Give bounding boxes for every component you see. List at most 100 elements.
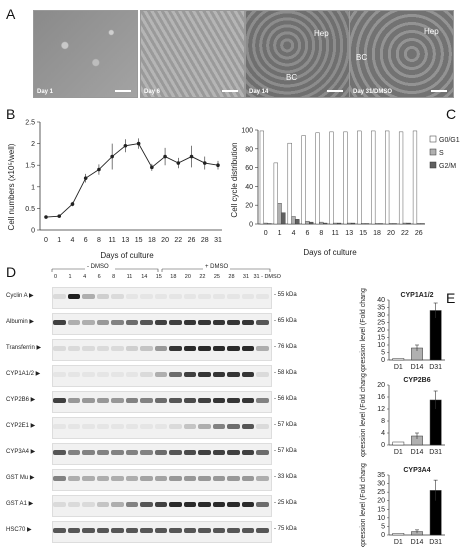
blot-band (212, 424, 226, 429)
b-data-point (83, 176, 88, 180)
blot-band (227, 398, 240, 403)
e-y-tick-label: 35 (377, 472, 385, 479)
blot-band (140, 294, 153, 299)
c-legend-label: G2/M (439, 163, 456, 170)
blot-band (183, 294, 197, 299)
blot-band (140, 502, 153, 507)
blot-band (241, 424, 255, 429)
c-bar (295, 219, 300, 225)
blot-band (256, 528, 269, 533)
blot-band (53, 398, 66, 403)
blot-row-label: Albumin ▶ (6, 319, 34, 325)
lane-label: 22 (199, 274, 206, 280)
b-y-tick-label: 1 (31, 184, 35, 191)
c-bar (329, 131, 334, 225)
c-bar (385, 130, 390, 225)
blot-band (67, 320, 81, 325)
b-x-tick-label: 13 (121, 237, 129, 244)
e-bar (392, 533, 405, 536)
blot-row-kda: - 57 kDa (274, 422, 297, 428)
blot-band (212, 346, 226, 351)
e-y-tick-label: 10 (377, 342, 385, 349)
b-x-tick-label: 28 (201, 237, 209, 244)
blot-band (183, 476, 197, 481)
cyp2b6-expression-chart: CYP2B6 Expression level (Fold change) 0 4 8 1… (360, 373, 445, 457)
blot-band (82, 528, 95, 533)
c-x-tick-label: 15 (359, 230, 367, 237)
b-y-tick-label: 2.5 (25, 120, 35, 127)
e-x-tick-label: D14 (411, 364, 424, 371)
c-legend-swatch (429, 161, 437, 169)
e-bar (392, 358, 405, 361)
c-x-tick-label: 13 (345, 230, 353, 237)
blot-band (125, 398, 139, 403)
scale-bar (222, 90, 238, 92)
blot-band (198, 346, 211, 351)
blot-band (198, 476, 211, 481)
b-data-point (176, 161, 181, 165)
blot-band (82, 320, 95, 325)
lane-label: 25 (213, 274, 220, 280)
blot-band (140, 398, 153, 403)
blot-band (96, 372, 110, 377)
blot-band (96, 424, 110, 429)
c-bar (305, 220, 310, 225)
blot-band (241, 294, 255, 299)
blot-row-label: CYP2E1 ▶ (6, 423, 36, 429)
blot-band (67, 476, 81, 481)
blot-band (111, 372, 124, 377)
blot-band (183, 502, 197, 507)
c-x-tick-label: 20 (387, 230, 395, 237)
blot-band (96, 320, 110, 325)
b-data-point (110, 154, 114, 159)
c-bar (402, 222, 407, 225)
blot-band (111, 528, 124, 533)
blot-row-kda: - 56 kDa (274, 396, 297, 402)
scale-bar (431, 90, 447, 92)
blot-band (169, 294, 182, 299)
e-y-axis-label: Expression level (Fold change) (360, 373, 367, 457)
blot-band (67, 424, 81, 429)
blot-band (125, 424, 139, 429)
blot-band (82, 476, 95, 481)
lane-label: 28 (228, 274, 235, 280)
scale-bar (327, 90, 343, 92)
blot-rows: Cyclin A ▶ - 55 kDa Albumin ▶ - 65 kDa Trans… (0, 284, 345, 549)
c-x-tick-label: 22 (401, 230, 409, 237)
blot-band (169, 320, 182, 325)
b-x-tick-label: 22 (174, 237, 182, 244)
blot-band (125, 528, 139, 533)
e-y-tick-label: 8 (381, 418, 385, 425)
blot-band (96, 528, 110, 533)
blot-band (140, 320, 153, 325)
e-y-axis-label: Expression level (Fold change) (360, 288, 367, 372)
blot-band (154, 424, 168, 429)
b-y-axis-label: Cell numbers (x10⁵/well) (7, 143, 16, 230)
e-y-tick-label: 40 (377, 297, 385, 304)
blot-band (169, 424, 182, 429)
e-y-tick-label: 15 (377, 335, 385, 342)
c-x-tick-label: 8 (319, 230, 323, 237)
blot-band (183, 346, 197, 351)
c-bar (323, 222, 328, 225)
c-bar (315, 132, 320, 225)
blot-band (241, 476, 255, 481)
c-legend-label: S (439, 150, 444, 157)
blot-band (111, 294, 124, 299)
blot-band (212, 294, 226, 299)
blot-band (67, 450, 81, 455)
blot-band (140, 372, 153, 377)
e-y-tick-label: 5 (381, 350, 385, 357)
blot-band (227, 528, 240, 533)
cell-number-line-chart: Cell numbers (x10⁵/well) Days of culture… (7, 120, 222, 260)
e-x-tick-label: D14 (411, 539, 424, 546)
e-y-tick-label: 5 (381, 523, 385, 530)
b-x-tick-label: 11 (109, 237, 116, 244)
cyp1a12-expression-chart: CYP1A1/2 Expression level (Fold change) 05… (360, 288, 445, 372)
blot-band (140, 450, 153, 455)
blot-band (212, 320, 226, 325)
blot-band (183, 398, 197, 403)
blot-band (53, 294, 66, 299)
c-y-tick-label: 80 (245, 146, 253, 153)
e-y-tick-label: 35 (377, 305, 385, 312)
